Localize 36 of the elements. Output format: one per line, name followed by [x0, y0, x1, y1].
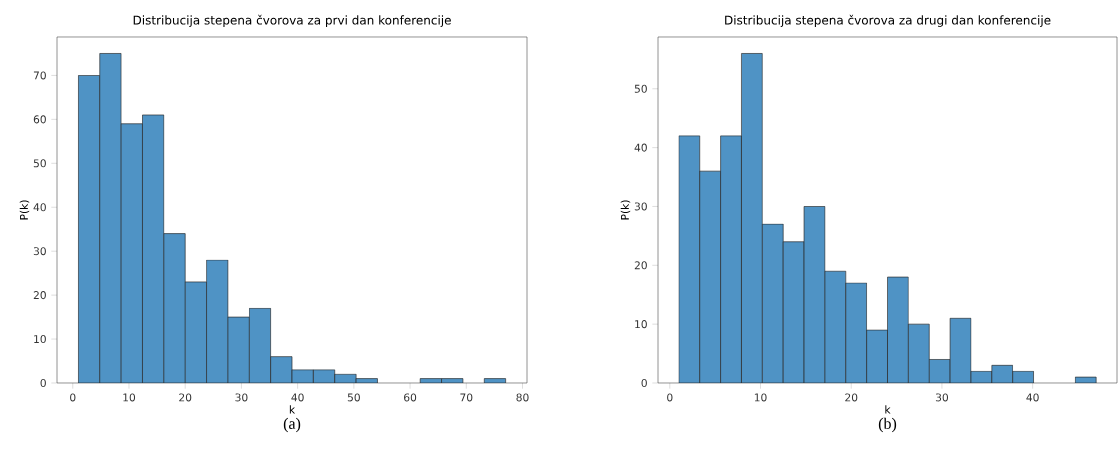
- chart-title: Distribucija stepena čvorova za prvi dan konferencije: [133, 14, 451, 27]
- y-tick-label: 10: [34, 335, 46, 344]
- x-tick-label: 20: [179, 393, 192, 402]
- y-tick-label: 40: [33, 203, 46, 212]
- y-tick-label: 0: [641, 378, 647, 388]
- y-tick-label: 50: [33, 159, 46, 168]
- y-tick-label: 50: [634, 84, 647, 93]
- text: (a): [283, 417, 301, 433]
- x-axis-title: k: [289, 405, 296, 414]
- y-tick-label: 10: [635, 320, 647, 329]
- y-tick-label: 40: [634, 143, 647, 152]
- x-tick-label: 30: [235, 393, 248, 402]
- y-tick-label: 30: [33, 247, 46, 256]
- y-tick-label: 20: [33, 291, 46, 300]
- y-axis-title: P(k): [620, 200, 631, 220]
- x-tick-label: 0: [70, 393, 76, 402]
- x-tick-label: 30: [935, 393, 949, 402]
- y-tick-label: 60: [33, 115, 46, 124]
- x-tick-label: 80: [516, 393, 529, 402]
- x-tick-label: 10: [754, 393, 767, 402]
- y-tick-label: 70: [33, 71, 46, 80]
- y-tick-label: 20: [634, 261, 647, 270]
- x-tick-label: 0: [667, 393, 673, 402]
- x-tick-label: 10: [123, 393, 136, 402]
- x-tick-label: 40: [1026, 393, 1039, 402]
- x-tick-label: 70: [460, 393, 473, 402]
- x-tick-label: 40: [291, 393, 304, 402]
- x-axis-title: k: [885, 405, 891, 414]
- y-tick-label: 30: [634, 202, 647, 211]
- x-tick-label: 20: [845, 393, 858, 402]
- chart-title: Distribucija stepena čvorova za drugi dan konferencije: [725, 14, 1051, 27]
- x-tick-label: 50: [347, 393, 360, 402]
- text: (b): [878, 417, 897, 433]
- x-tick-label: 60: [404, 393, 417, 402]
- y-axis-title: P(k): [19, 200, 30, 220]
- y-tick-label: 0: [40, 378, 46, 388]
